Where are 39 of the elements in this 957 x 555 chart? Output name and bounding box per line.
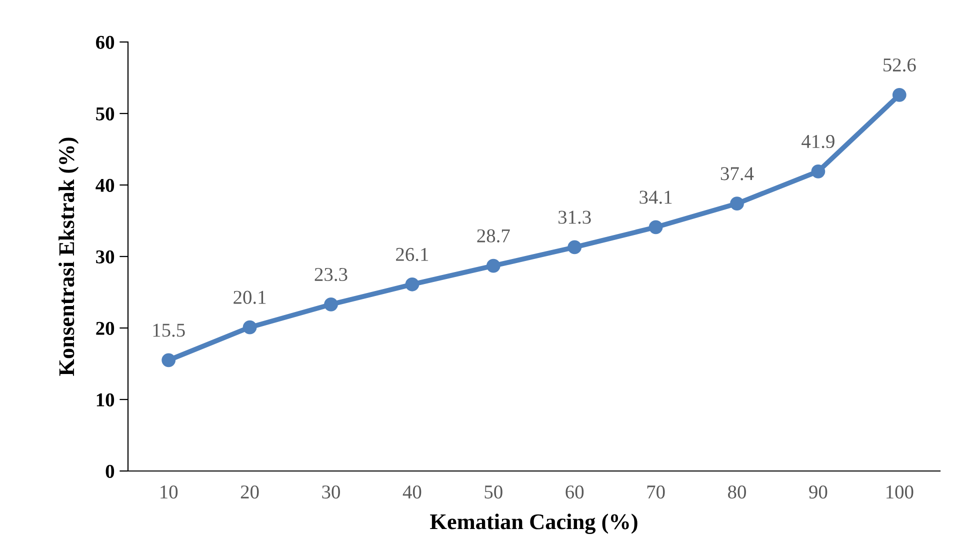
data-label: 41.9 [802, 134, 834, 148]
data-label: 34.1 [640, 190, 672, 204]
point [242, 320, 257, 334]
x-tick-label: 20 [240, 485, 259, 499]
y-tick-label: 50 [96, 107, 114, 120]
data-label: 26.1 [396, 248, 428, 262]
data-label: 28.7 [477, 229, 510, 242]
y-tick-label: 60 [96, 36, 114, 49]
point [811, 164, 826, 178]
x-tick-label: 90 [809, 485, 828, 499]
point [405, 277, 420, 292]
data-label: 15.5 [153, 324, 185, 337]
x-tick-label: 30 [322, 485, 340, 499]
x-tick-label: 10 [160, 485, 178, 499]
y-tick-label: 0 [106, 464, 114, 478]
x-tick-label: 80 [728, 485, 746, 499]
point [486, 258, 500, 273]
data-label: 37.4 [720, 167, 754, 180]
point [568, 240, 582, 254]
y-tick-label: 30 [96, 250, 114, 264]
data-label: 52.6 [884, 58, 916, 72]
point [730, 196, 744, 211]
x-axis-title: Kematian Cacing (%) [430, 514, 638, 534]
y-tick-label: 40 [96, 178, 114, 192]
point [324, 297, 338, 312]
data-label: 20.1 [234, 290, 266, 304]
data-label: 31.3 [558, 210, 591, 224]
point [648, 220, 663, 234]
x-tick-label: 70 [647, 485, 665, 499]
x-tick-label: 40 [402, 485, 422, 499]
y-tick-label: 10 [96, 393, 114, 406]
data-label: 23.3 [314, 268, 348, 282]
x-tick-label: 50 [484, 485, 502, 499]
point [162, 353, 176, 368]
x-tick-label: 60 [566, 485, 584, 499]
y-axis-title: Konsentrasi Ekstrak (%) [58, 138, 79, 376]
x-tick-label: 100 [886, 485, 914, 499]
point [892, 88, 906, 102]
y-tick-label: 20 [96, 322, 114, 335]
